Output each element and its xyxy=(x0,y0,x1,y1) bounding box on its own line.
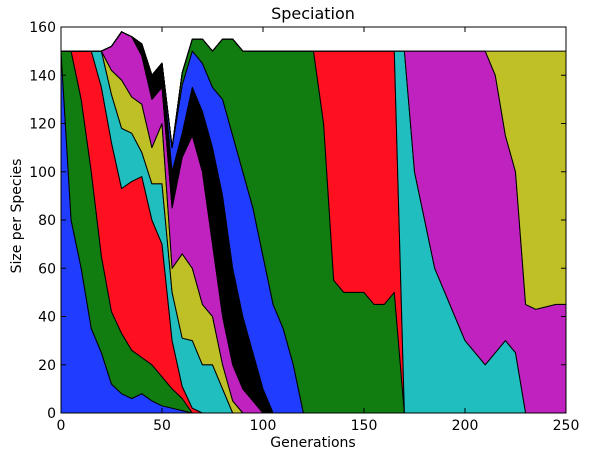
y-tick-label: 60 xyxy=(38,261,56,277)
y-tick-label: 20 xyxy=(38,358,56,374)
x-axis: 0 50 100 150 200 250 xyxy=(57,27,580,434)
y-tick-label: 160 xyxy=(29,20,56,36)
x-axis-label: Generations xyxy=(270,435,355,451)
y-axis: 0 20 40 60 80 100 120 140 160 xyxy=(29,20,566,422)
y-tick-label: 100 xyxy=(29,165,56,181)
y-tick-label: 0 xyxy=(47,406,56,422)
x-tick-label: 100 xyxy=(250,418,277,434)
y-tick-label: 40 xyxy=(38,310,56,326)
x-tick-label: 250 xyxy=(553,418,580,434)
x-tick-label: 0 xyxy=(57,418,66,434)
chart-title: Speciation xyxy=(271,4,355,23)
stacked-areas xyxy=(60,31,567,414)
x-tick-label: 200 xyxy=(452,418,479,434)
y-tick-label: 120 xyxy=(29,117,56,133)
x-tick-label: 150 xyxy=(351,418,378,434)
y-tick-label: 80 xyxy=(38,213,56,229)
x-tick-label: 50 xyxy=(153,418,171,434)
y-tick-label: 140 xyxy=(29,68,56,84)
y-axis-label: Size per Species xyxy=(9,159,25,274)
